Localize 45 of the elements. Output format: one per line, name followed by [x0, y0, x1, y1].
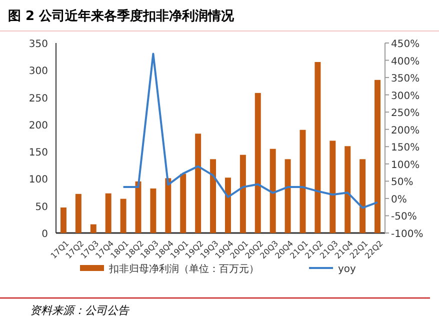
bar	[270, 148, 276, 233]
y-tick-label: 100	[28, 174, 48, 186]
bar	[224, 178, 231, 233]
y-tick-label: 250	[28, 93, 48, 104]
y-tick-label: 0	[42, 229, 48, 240]
y-tick-label: 150	[28, 148, 48, 159]
bar	[75, 194, 82, 233]
y-tick-label: 50	[35, 202, 48, 213]
y2-tick-label: 400%	[391, 56, 420, 68]
y2-tick-label: 450%	[391, 39, 420, 50]
bar	[195, 134, 202, 233]
bar	[284, 159, 291, 233]
bar	[330, 140, 336, 233]
y2-tick-label: 200%	[391, 125, 420, 136]
y2-tick-label: 150%	[391, 142, 420, 154]
y2-tick-label: 50%	[391, 177, 414, 188]
y2-tick-label: 0%	[391, 194, 407, 206]
bar	[105, 193, 112, 233]
y2-tick-label: 350%	[391, 74, 420, 85]
y2-tick-label: 100%	[391, 160, 420, 171]
bar	[300, 130, 306, 233]
bar	[374, 80, 381, 233]
bar	[60, 207, 66, 233]
bar	[150, 188, 156, 233]
bar	[165, 178, 172, 233]
y2-tick-label: 300%	[391, 90, 420, 102]
y-tick-label: 200	[28, 120, 48, 132]
bar	[210, 159, 216, 233]
bar	[180, 174, 186, 233]
bar	[90, 224, 96, 233]
legend-label: yoy	[338, 264, 356, 275]
chart-title: 图 2 公司近年来各季度扣非净利润情况	[8, 8, 236, 24]
bar	[344, 146, 351, 233]
bar	[240, 154, 246, 233]
y2-tick-label: 250%	[391, 108, 420, 120]
bar	[360, 159, 366, 233]
y-tick-label: 300	[28, 66, 48, 78]
text: 资料来源：公司公告	[30, 304, 130, 317]
legend-label: 扣非归母净利润（单位：百万元）	[108, 263, 259, 275]
bar	[120, 198, 126, 233]
bar	[254, 92, 261, 233]
bar	[314, 62, 321, 233]
y2-tick-label: -50%	[391, 212, 417, 223]
y-tick-label: 350	[28, 39, 48, 50]
y2-tick-label: -100%	[391, 229, 424, 240]
